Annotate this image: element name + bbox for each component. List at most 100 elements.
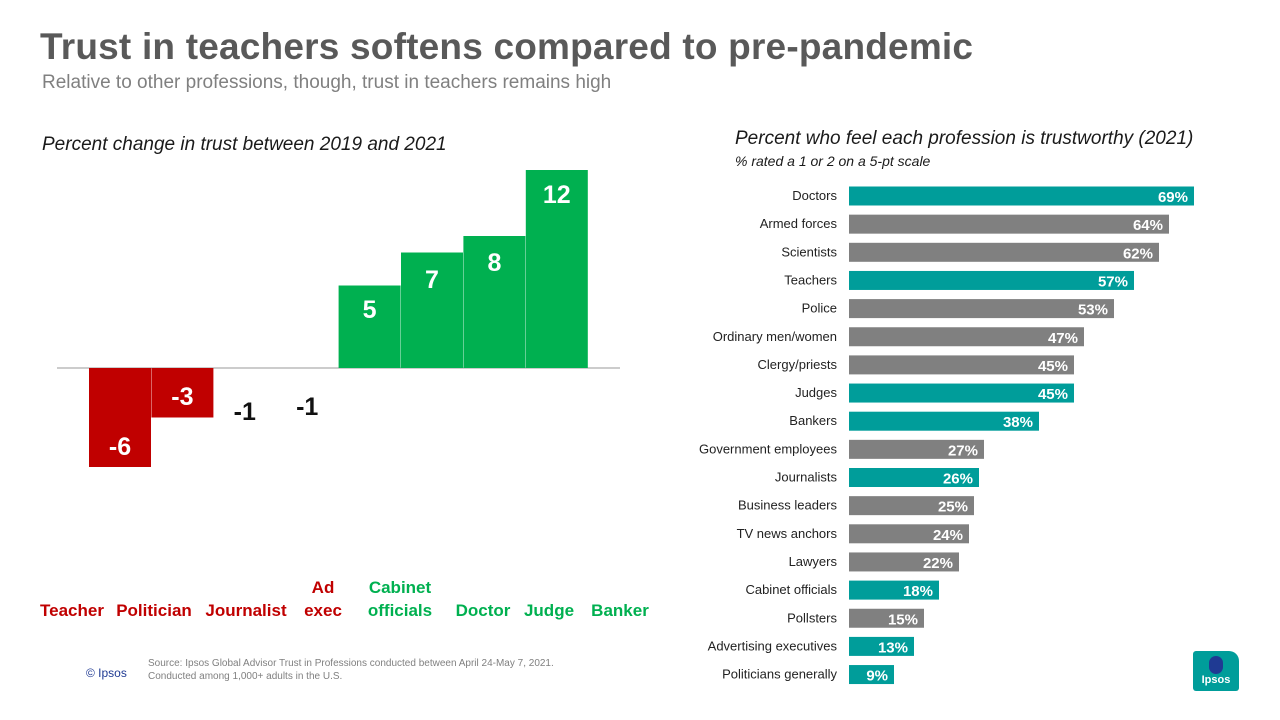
waterfall-category-label: Banker bbox=[591, 599, 649, 622]
trust-category-label: Armed forces bbox=[760, 216, 838, 231]
trust-value-label: 22% bbox=[923, 555, 953, 572]
trust-bar bbox=[849, 608, 924, 628]
waterfall-value-label: -1 bbox=[296, 393, 318, 421]
trust-category-label: Ordinary men/women bbox=[713, 329, 837, 344]
waterfall-bar bbox=[401, 252, 463, 368]
trust-bar bbox=[849, 186, 1194, 206]
trust-bar bbox=[849, 468, 979, 487]
trust-bar bbox=[849, 524, 969, 544]
waterfall-bar bbox=[463, 236, 526, 368]
waterfall-category-label: Teacher bbox=[40, 599, 104, 622]
trust-category-label: Judges bbox=[795, 385, 837, 400]
trust-value-label: 27% bbox=[948, 442, 978, 459]
trust-value-label: 69% bbox=[1158, 189, 1188, 206]
waterfall-bar bbox=[89, 368, 151, 467]
trust-category-label: Teachers bbox=[784, 272, 837, 287]
waterfall-chart: -6 -3 -1 -1 5 7 8 12 bbox=[57, 170, 620, 467]
trust-category-label: Clergy/priests bbox=[758, 357, 838, 372]
trust-category-label: Politicians generally bbox=[722, 667, 837, 682]
trust-bar bbox=[849, 439, 984, 459]
waterfall-category-line: Judge bbox=[523, 601, 575, 620]
trust-bar bbox=[849, 580, 939, 600]
trust-category-label: Bankers bbox=[789, 413, 837, 428]
waterfall-category-line: Ad bbox=[311, 578, 335, 597]
waterfall-value-label: 12 bbox=[543, 181, 571, 209]
waterfall-bar bbox=[338, 285, 401, 368]
waterfall-category-line: exec bbox=[304, 601, 342, 620]
waterfall-category-line: Doctor bbox=[455, 601, 511, 620]
trust-bar bbox=[849, 496, 974, 516]
trust-value-label: 45% bbox=[1038, 358, 1068, 375]
trust-bar bbox=[849, 552, 959, 572]
source-line-1: Source: Ipsos Global Advisor Trust in Pr… bbox=[148, 658, 554, 669]
source-note: Source: Ipsos Global Advisor Trust in Pr… bbox=[148, 657, 618, 683]
trust-bar bbox=[849, 636, 914, 656]
waterfall-value-label: -3 bbox=[171, 383, 193, 411]
page-subtitle: Relative to other professions, though, t… bbox=[42, 72, 612, 93]
trust-bar bbox=[849, 327, 1084, 347]
trust-bar bbox=[849, 411, 1039, 431]
waterfall-category-label: Journalist bbox=[205, 599, 286, 622]
logo-text: Ipsos bbox=[1201, 674, 1231, 686]
trust-bar bbox=[849, 270, 1134, 290]
trust-bar bbox=[849, 383, 1074, 403]
trust-bar-chart: Doctors 69% Armed forces 64% Scientists 62% Te… bbox=[699, 186, 1194, 685]
trust-value-label: 13% bbox=[878, 639, 908, 656]
waterfall-category-label: Doctor bbox=[456, 599, 511, 622]
waterfall-category-label: Politician bbox=[116, 599, 192, 622]
waterfall-category-line: Politician bbox=[116, 601, 192, 620]
trust-chart-subtitle: % rated a 1 or 2 on a 5-pt scale bbox=[735, 153, 931, 169]
waterfall-value-label: 8 bbox=[487, 249, 501, 277]
trust-bar bbox=[849, 214, 1169, 234]
trust-value-label: 26% bbox=[943, 471, 973, 488]
waterfall-chart-title: Percent change in trust between 2019 and… bbox=[42, 134, 447, 155]
trust-bar bbox=[849, 299, 1114, 319]
trust-value-label: 25% bbox=[938, 499, 968, 516]
trust-value-label: 62% bbox=[1123, 245, 1153, 262]
trust-category-label: Advertising executives bbox=[708, 638, 838, 653]
trust-value-label: 45% bbox=[1038, 386, 1068, 403]
ipsos-logo: Ipsos bbox=[1193, 651, 1239, 691]
waterfall-value-label: -6 bbox=[109, 433, 131, 461]
trust-bar bbox=[849, 665, 894, 685]
trust-value-label: 53% bbox=[1078, 302, 1108, 319]
copyright: © Ipsos bbox=[86, 666, 127, 680]
trust-category-label: Doctors bbox=[792, 188, 837, 203]
trust-value-label: 57% bbox=[1098, 273, 1128, 290]
trust-bar bbox=[849, 355, 1074, 375]
trust-value-label: 18% bbox=[903, 583, 933, 600]
trust-category-label: Cabinet officials bbox=[745, 582, 837, 597]
page-title: Trust in teachers softens compared to pr… bbox=[40, 26, 974, 67]
trust-value-label: 47% bbox=[1048, 330, 1078, 347]
trust-category-label: TV news anchors bbox=[737, 526, 838, 541]
waterfall-category-line: Journalist bbox=[205, 601, 287, 620]
waterfall-category-line: officials bbox=[367, 601, 433, 620]
waterfall-value-label: -1 bbox=[234, 398, 256, 426]
waterfall-bar bbox=[151, 368, 214, 418]
waterfall-value-label: 7 bbox=[425, 266, 439, 294]
trust-bar bbox=[849, 242, 1159, 262]
trust-category-label: Government employees bbox=[699, 441, 838, 456]
trust-value-label: 38% bbox=[1003, 414, 1033, 431]
source-line-2: Conducted among 1,000+ adults in the U.S… bbox=[148, 671, 343, 682]
trust-value-label: 15% bbox=[888, 611, 918, 628]
trust-value-label: 24% bbox=[933, 527, 963, 544]
trust-chart-title: Percent who feel each profession is trus… bbox=[735, 128, 1194, 149]
logo-mark-icon bbox=[1209, 656, 1223, 674]
trust-category-label: Pollsters bbox=[787, 610, 837, 625]
waterfall-category-line: Cabinet bbox=[368, 578, 432, 597]
waterfall-category-line: Teacher bbox=[40, 601, 104, 620]
trust-category-label: Journalists bbox=[775, 470, 838, 485]
waterfall-bar bbox=[525, 170, 588, 368]
waterfall-category-label: Cabinet officials bbox=[368, 576, 432, 622]
trust-category-label: Police bbox=[802, 301, 837, 316]
trust-category-label: Lawyers bbox=[789, 554, 838, 569]
waterfall-category-line: Banker bbox=[591, 601, 649, 620]
waterfall-value-label: 5 bbox=[363, 296, 377, 324]
trust-category-label: Scientists bbox=[781, 244, 837, 259]
trust-category-label: Business leaders bbox=[738, 498, 837, 513]
trust-value-label: 9% bbox=[866, 668, 888, 685]
trust-value-label: 64% bbox=[1133, 217, 1163, 234]
waterfall-category-label: Judge bbox=[524, 599, 574, 622]
waterfall-category-label: Ad exec bbox=[304, 576, 342, 622]
